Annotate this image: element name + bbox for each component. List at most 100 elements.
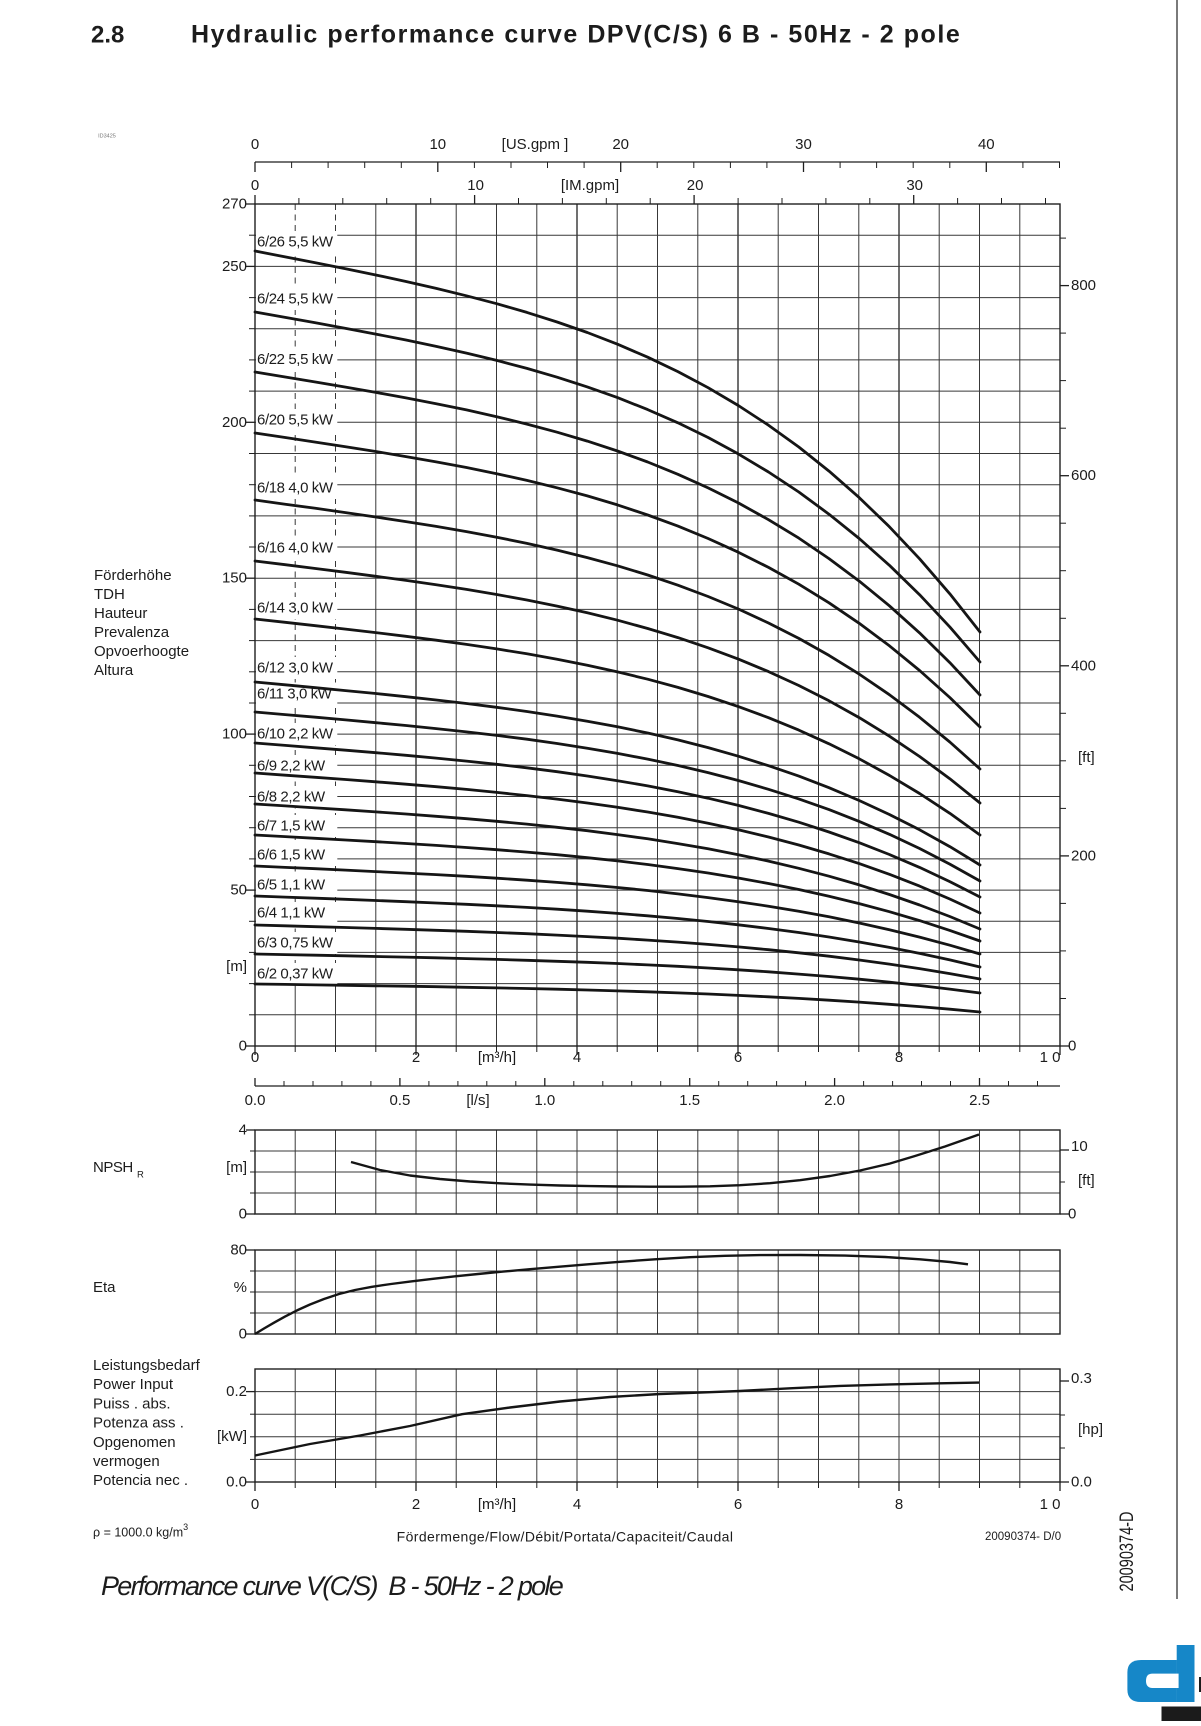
svg-text:8: 8 bbox=[895, 1049, 903, 1066]
svg-text:250: 250 bbox=[222, 258, 247, 275]
svg-text:2: 2 bbox=[412, 1496, 420, 1513]
svg-text:0: 0 bbox=[1068, 1205, 1076, 1222]
svg-text:200: 200 bbox=[1071, 847, 1096, 864]
svg-text:6: 6 bbox=[734, 1496, 742, 1513]
svg-text:Förderhöhe: Förderhöhe bbox=[94, 567, 172, 584]
svg-text:6/3 0,75 kW: 6/3 0,75 kW bbox=[257, 934, 334, 951]
svg-text:6: 6 bbox=[734, 1049, 742, 1066]
svg-text:Potenza ass .: Potenza ass . bbox=[93, 1415, 184, 1432]
svg-text:0: 0 bbox=[1068, 1037, 1076, 1054]
svg-text:[US.gpm ]: [US.gpm ] bbox=[502, 136, 569, 153]
svg-text:150: 150 bbox=[222, 570, 247, 587]
svg-text:Performance curve V(C/S) B -: Performance curve V(C/S) B - 50Hz - 2 po… bbox=[101, 1571, 564, 1601]
svg-text:0.3: 0.3 bbox=[1071, 1370, 1092, 1387]
svg-text:6/10 2,2 kW: 6/10 2,2 kW bbox=[257, 725, 334, 742]
svg-text:Puiss . abs.: Puiss . abs. bbox=[93, 1395, 171, 1412]
svg-text:Altura: Altura bbox=[94, 662, 134, 679]
svg-text:0: 0 bbox=[239, 1325, 247, 1342]
svg-text:R: R bbox=[137, 1170, 144, 1181]
svg-text:Fördermenge/Flow/Débit/Portata: Fördermenge/Flow/Débit/Portata/Capacitei… bbox=[397, 1529, 734, 1545]
svg-text:0: 0 bbox=[251, 177, 259, 194]
svg-text:%: % bbox=[234, 1279, 247, 1296]
svg-text:1 0: 1 0 bbox=[1040, 1496, 1061, 1513]
svg-text:Hydraulic performance curve DP: Hydraulic performance curve DPV(C/S) 6 B… bbox=[191, 21, 961, 49]
svg-text:[m³/h]: [m³/h] bbox=[478, 1049, 516, 1066]
svg-text:6/12 3,0 kW: 6/12 3,0 kW bbox=[257, 659, 334, 676]
svg-text:270: 270 bbox=[222, 195, 247, 212]
svg-text:6/14 3,0 kW: 6/14 3,0 kW bbox=[257, 599, 334, 616]
svg-text:0.0: 0.0 bbox=[245, 1092, 266, 1109]
svg-text:0.5: 0.5 bbox=[389, 1092, 410, 1109]
svg-text:Eta: Eta bbox=[93, 1279, 116, 1296]
svg-text:10: 10 bbox=[429, 136, 446, 153]
svg-text:0: 0 bbox=[251, 136, 259, 153]
svg-text:NPSH: NPSH bbox=[93, 1159, 133, 1176]
svg-text:6/18 4,0 kW: 6/18 4,0 kW bbox=[257, 479, 334, 496]
svg-text:ρ = 1000.0 kg/m3: ρ = 1000.0 kg/m3 bbox=[93, 1522, 188, 1539]
svg-text:Hauteur: Hauteur bbox=[94, 605, 147, 622]
svg-text:10: 10 bbox=[467, 177, 484, 194]
svg-text:0: 0 bbox=[251, 1496, 259, 1513]
svg-text:2.8: 2.8 bbox=[91, 21, 124, 48]
svg-text:800: 800 bbox=[1071, 277, 1096, 294]
svg-text:2: 2 bbox=[412, 1049, 420, 1066]
svg-text:20: 20 bbox=[612, 136, 629, 153]
svg-text:Power Input: Power Input bbox=[93, 1376, 174, 1393]
svg-text:0.0: 0.0 bbox=[226, 1473, 247, 1490]
svg-text:40: 40 bbox=[978, 136, 995, 153]
svg-text:Opgenomen: Opgenomen bbox=[93, 1434, 176, 1451]
svg-text:6/9 2,2 kW: 6/9 2,2 kW bbox=[257, 757, 326, 774]
svg-text:50: 50 bbox=[230, 882, 247, 899]
svg-text:[IM.gpm]: [IM.gpm] bbox=[561, 177, 619, 194]
svg-text:8: 8 bbox=[895, 1496, 903, 1513]
svg-text:0.2: 0.2 bbox=[226, 1383, 247, 1400]
svg-text:6/6 1,5 kW: 6/6 1,5 kW bbox=[257, 846, 326, 863]
svg-text:Leistungsbedarf: Leistungsbedarf bbox=[93, 1357, 201, 1374]
svg-text:0: 0 bbox=[239, 1037, 247, 1054]
svg-text:10: 10 bbox=[1071, 1138, 1088, 1155]
svg-text:[l/s]: [l/s] bbox=[466, 1092, 489, 1109]
svg-text:6/8 2,2 kW: 6/8 2,2 kW bbox=[257, 788, 326, 805]
svg-text:1 0: 1 0 bbox=[1040, 1049, 1061, 1066]
svg-text:[m]: [m] bbox=[226, 1159, 247, 1176]
svg-text:6/26 5,5 kW: 6/26 5,5 kW bbox=[257, 233, 334, 250]
svg-text:ID3425: ID3425 bbox=[98, 133, 116, 139]
svg-text:1.0: 1.0 bbox=[534, 1092, 555, 1109]
svg-text:Potencia nec .: Potencia nec . bbox=[93, 1472, 188, 1489]
svg-text:6/2 0,37 kW: 6/2 0,37 kW bbox=[257, 965, 334, 982]
svg-text:20090374- D/0: 20090374- D/0 bbox=[985, 1531, 1061, 1543]
svg-text:6/24 5,5 kW: 6/24 5,5 kW bbox=[257, 290, 334, 307]
svg-text:200: 200 bbox=[222, 414, 247, 431]
svg-text:Opvoerhoogte: Opvoerhoogte bbox=[94, 643, 189, 660]
svg-text:30: 30 bbox=[906, 177, 923, 194]
svg-text:0: 0 bbox=[251, 1049, 259, 1066]
svg-text:6/16 4,0 kW: 6/16 4,0 kW bbox=[257, 539, 334, 556]
svg-text:0: 0 bbox=[239, 1205, 247, 1222]
svg-text:[m]: [m] bbox=[226, 958, 247, 975]
svg-text:[hp]: [hp] bbox=[1078, 1421, 1103, 1438]
svg-text:0.0: 0.0 bbox=[1071, 1473, 1092, 1490]
svg-text:6/20 5,5 kW: 6/20 5,5 kW bbox=[257, 411, 334, 428]
svg-text:[ft]: [ft] bbox=[1078, 1172, 1095, 1189]
svg-text:20: 20 bbox=[687, 177, 704, 194]
svg-text:6/7 1,5 kW: 6/7 1,5 kW bbox=[257, 817, 326, 834]
svg-text:6/4 1,1 kW: 6/4 1,1 kW bbox=[257, 904, 326, 921]
svg-text:2.0: 2.0 bbox=[824, 1092, 845, 1109]
svg-text:[ft]: [ft] bbox=[1078, 749, 1095, 766]
svg-text:80: 80 bbox=[230, 1241, 247, 1258]
svg-text:2.5: 2.5 bbox=[969, 1092, 990, 1109]
svg-text:20090374-D: 20090374-D bbox=[1117, 1512, 1138, 1592]
svg-text:4: 4 bbox=[573, 1049, 581, 1066]
svg-text:4: 4 bbox=[573, 1496, 581, 1513]
svg-text:6/22 5,5 kW: 6/22 5,5 kW bbox=[257, 351, 334, 368]
svg-text:600: 600 bbox=[1071, 467, 1096, 484]
svg-text:6/5 1,1 kW: 6/5 1,1 kW bbox=[257, 876, 326, 893]
svg-text:TDH: TDH bbox=[94, 586, 125, 603]
svg-text:30: 30 bbox=[795, 136, 812, 153]
svg-text:vermogen: vermogen bbox=[93, 1453, 160, 1470]
svg-text:Prevalenza: Prevalenza bbox=[94, 624, 170, 641]
svg-text:[m³/h]: [m³/h] bbox=[478, 1496, 516, 1513]
svg-text:400: 400 bbox=[1071, 657, 1096, 674]
svg-text:1.5: 1.5 bbox=[679, 1092, 700, 1109]
svg-text:4: 4 bbox=[239, 1121, 247, 1138]
